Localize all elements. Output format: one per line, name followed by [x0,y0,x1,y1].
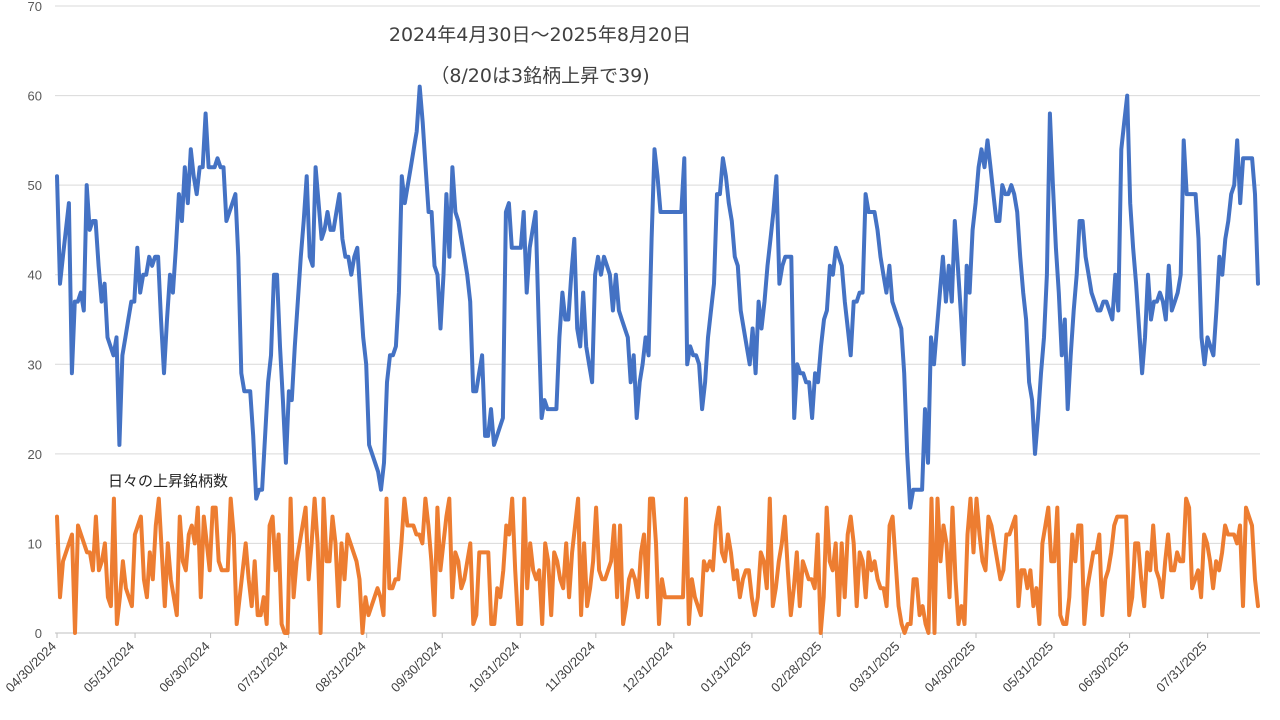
y-tick-label: 70 [28,0,42,14]
x-tick-label: 10/31/2024 [466,639,523,696]
series-lines [55,84,1260,635]
x-tick-label: 04/30/2024 [2,639,59,696]
x-tick-label: 01/31/2025 [697,639,754,696]
x-tick-label: 07/31/2025 [1153,639,1210,696]
x-tick-label: 09/30/2024 [388,639,445,696]
chart-title: 2024年4月30日～2025年8月20日 [388,24,692,46]
y-tick-label: 20 [28,447,42,462]
x-tick-label: 07/31/2024 [234,639,291,696]
x-tick-label: 08/31/2024 [312,639,369,696]
x-axis: 04/30/2024 05/31/2024 06/30/2024 07/31/2024… [2,632,1260,696]
x-tick-label: 05/31/2024 [81,639,138,696]
x-tick-label: 12/31/2024 [619,639,676,696]
series-line-1 [55,84,1260,510]
x-tick-label: 03/31/2025 [846,639,903,696]
y-tick-label: 0 [35,626,42,641]
y-tick-label: 30 [28,357,42,372]
y-tick-label: 40 [28,268,42,283]
y-tick-label: 60 [28,89,42,104]
x-tick-label: 06/30/2025 [1075,639,1132,696]
y-tick-label: 50 [28,178,42,193]
y-axis-tick-labels: 0 10 20 30 40 50 60 70 [28,0,42,641]
series-annotation: 日々の上昇銘柄数 [108,472,229,490]
chart-subtitle: （8/20は3銘柄上昇で39) [430,65,650,87]
series-line-2 [55,496,1260,635]
x-tick-label: 05/31/2025 [1000,639,1057,696]
x-tick-label: 02/28/2025 [768,639,825,696]
y-tick-label: 10 [28,536,42,551]
x-tick-label: 06/30/2024 [156,639,213,696]
x-tick-label: 04/30/2025 [922,639,979,696]
x-tick-label: 11/30/2024 [542,639,598,695]
